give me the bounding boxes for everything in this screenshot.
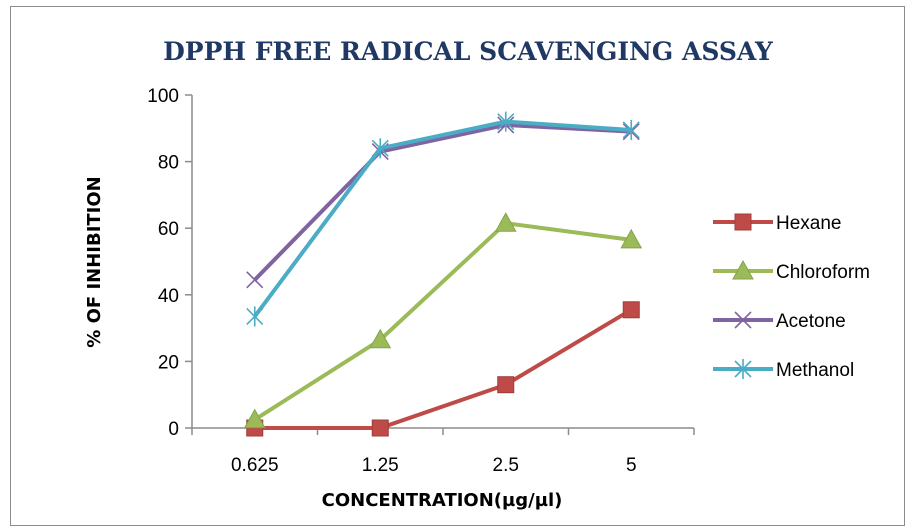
data-point-chloroform	[494, 212, 517, 232]
marker-square	[497, 376, 515, 394]
marker-triangle	[494, 212, 517, 232]
y-axis: 0 20 40 60 80 100	[147, 86, 193, 440]
legend-marker-hexane	[734, 213, 752, 231]
marker-triangle	[620, 228, 643, 249]
legend-marker-acetone	[734, 311, 752, 329]
legend-item-chloroform: Chloroform	[713, 259, 870, 283]
legend-label-acetone: Acetone	[776, 311, 846, 332]
y-tick-label: 100	[147, 86, 179, 107]
marker-triangle	[732, 259, 754, 280]
legend-marker-methanol	[734, 359, 752, 379]
data-point-hexane	[497, 376, 515, 394]
x-axis: 0.625 1.25 2.5 5	[191, 427, 695, 476]
data-point-methanol	[246, 306, 264, 327]
legend: Hexane Chloroform Acetone Methanol	[713, 213, 870, 381]
series-line-acetone	[253, 122, 632, 282]
legend-label-methanol: Methanol	[776, 360, 854, 381]
legend-marker-chloroform	[732, 259, 754, 280]
x-tick-label: 2.5	[493, 455, 519, 476]
data-point-methanol	[622, 119, 640, 140]
series-line-hexane	[254, 308, 633, 430]
data-point-chloroform	[620, 228, 643, 249]
marker-x-stroke	[734, 311, 752, 329]
y-tick-label: 60	[158, 219, 179, 240]
marker-square	[622, 301, 640, 319]
x-tick-label: 0.625	[231, 455, 279, 476]
legend-item-methanol: Methanol	[713, 359, 854, 381]
legend-item-hexane: Hexane	[713, 213, 842, 234]
marker-triangle	[369, 328, 392, 349]
series-acetone	[246, 116, 640, 289]
series-layer	[243, 111, 643, 437]
marker-triangle	[243, 408, 266, 429]
y-tick-label: 20	[158, 352, 179, 373]
y-tick-label: 0	[168, 419, 179, 440]
data-point-hexane	[371, 419, 389, 437]
series-hexane	[246, 301, 640, 437]
series-line-methanol	[253, 119, 632, 318]
data-point-chloroform	[243, 408, 266, 429]
data-point-chloroform	[369, 328, 392, 349]
data-point-hexane	[622, 301, 640, 319]
marker-x-stroke	[246, 271, 264, 289]
legend-item-acetone: Acetone	[713, 311, 846, 332]
x-tick-label: 5	[626, 455, 637, 476]
series-methanol	[246, 111, 640, 327]
marker-square	[371, 419, 389, 437]
x-tick-label: 1.25	[362, 455, 399, 476]
data-point-acetone	[246, 271, 264, 289]
y-tick-label: 80	[158, 153, 179, 174]
series-line-chloroform	[253, 221, 632, 422]
legend-label-chloroform: Chloroform	[776, 262, 870, 283]
data-point-methanol	[371, 138, 389, 159]
legend-label-hexane: Hexane	[776, 213, 842, 234]
y-axis-title: % OF INHIBITION	[84, 176, 105, 347]
series-chloroform	[243, 212, 643, 429]
data-point-methanol	[497, 111, 515, 132]
y-tick-label: 40	[158, 286, 179, 307]
chart-svg: DPPH FREE RADICAL SCAVENGING ASSAY 0 20 40…	[84, 37, 870, 511]
chart-title: DPPH FREE RADICAL SCAVENGING ASSAY	[163, 37, 774, 66]
marker-square	[734, 213, 752, 231]
x-axis-title: CONCENTRATION(µg/µl)	[322, 490, 563, 511]
